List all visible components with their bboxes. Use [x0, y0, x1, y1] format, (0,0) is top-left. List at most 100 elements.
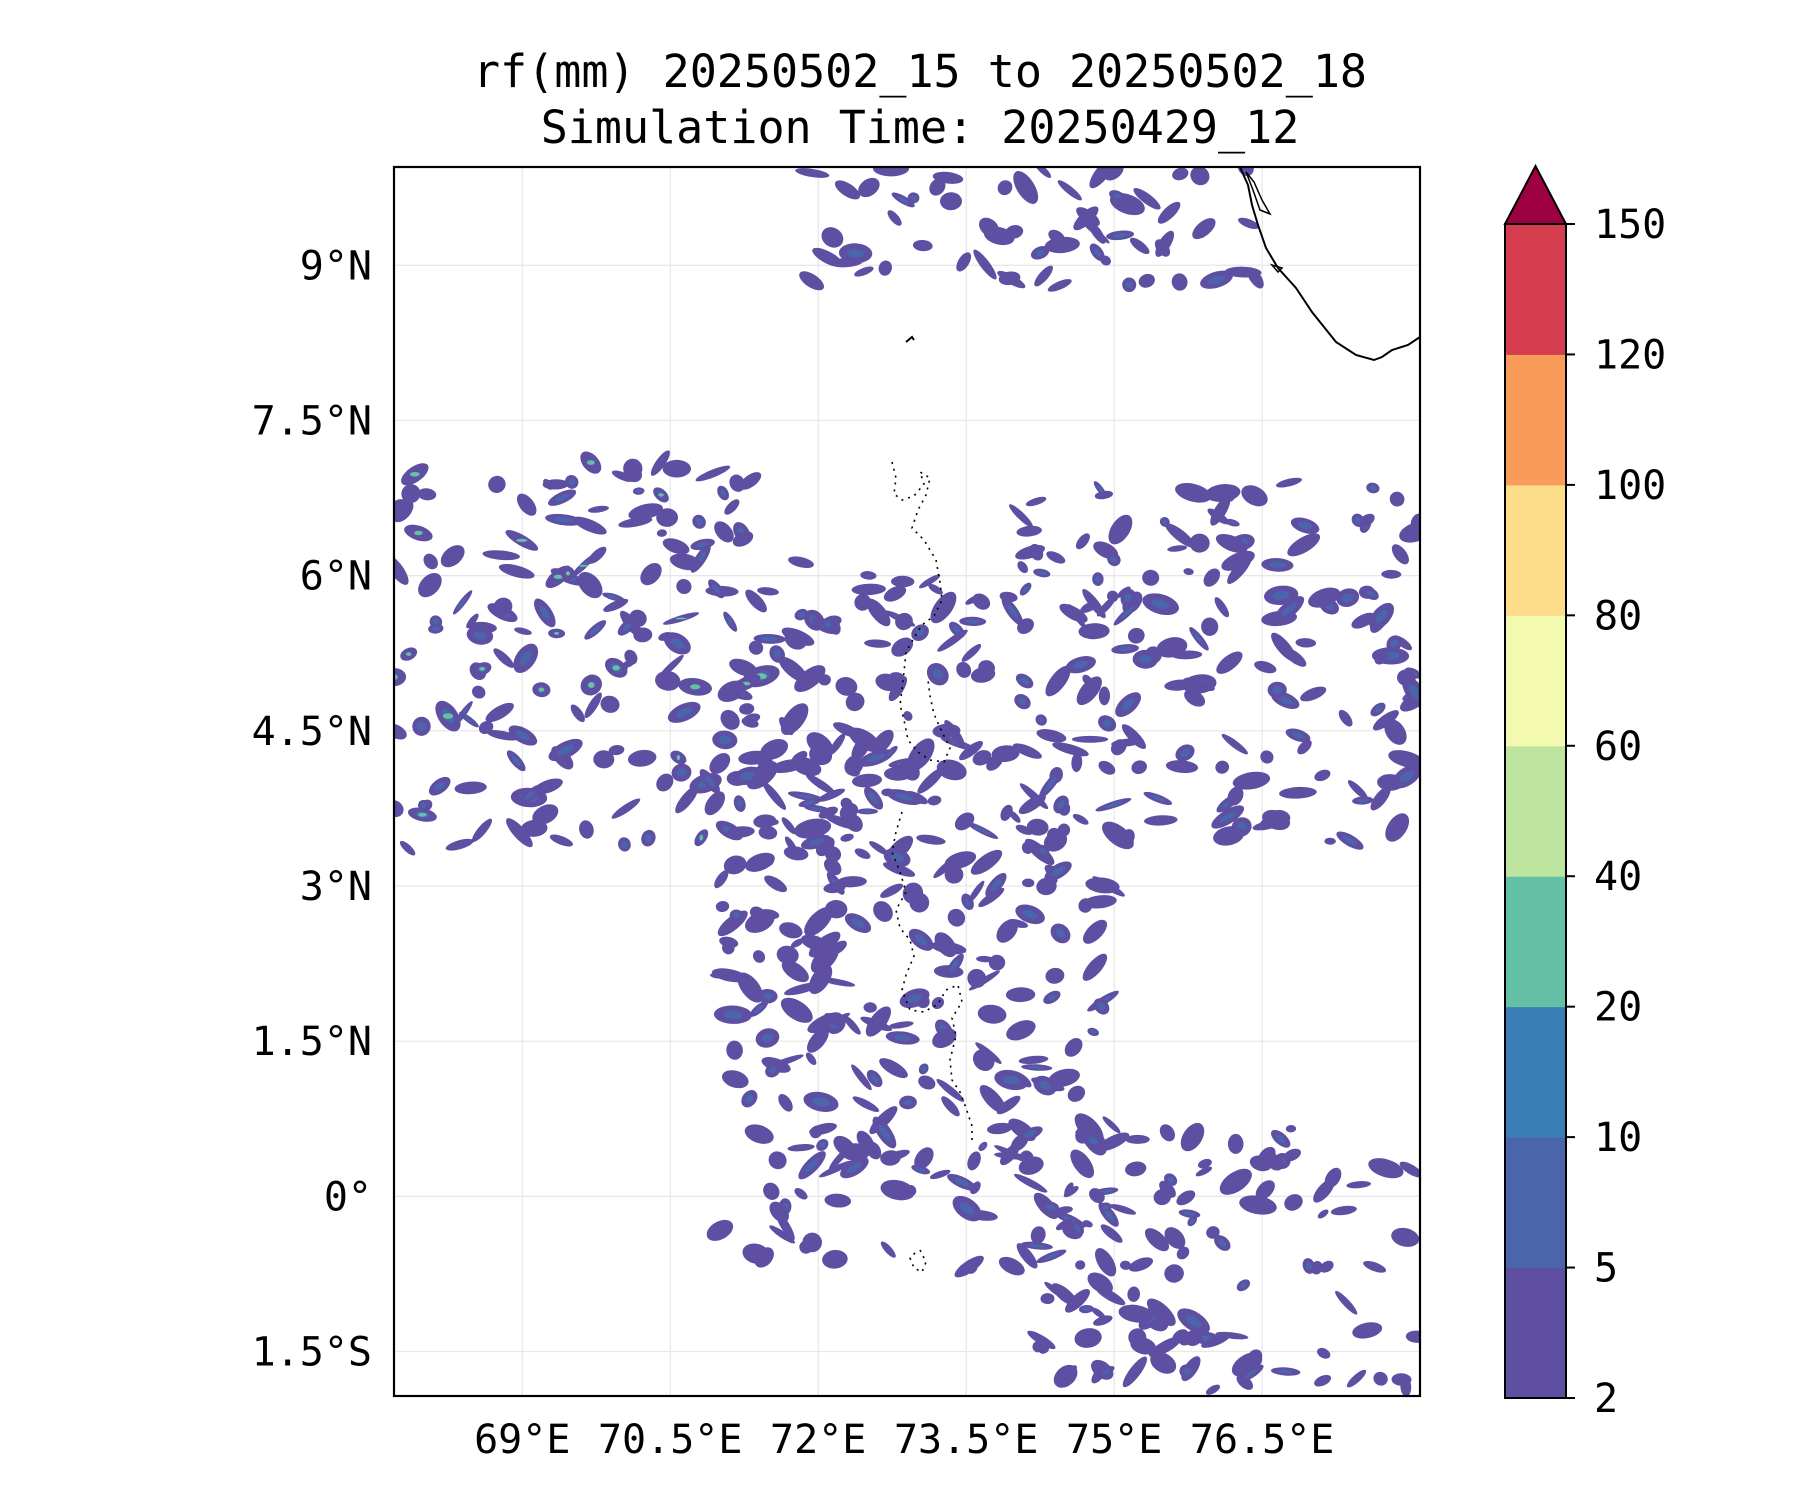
rain-cell-core: [966, 619, 980, 624]
rain-cell: [1157, 201, 1181, 224]
colorbar-label: 20: [1594, 985, 1642, 1031]
rain-cell: [1018, 1156, 1044, 1175]
rain-cell: [778, 656, 809, 683]
rain-cell-core: [910, 195, 917, 201]
rain-cell-core: [473, 631, 487, 640]
rain-cell: [627, 749, 657, 767]
rain-cell-core: [1219, 811, 1236, 823]
rain-cell-core: [704, 775, 715, 788]
rain-cell: [769, 1201, 789, 1223]
rain-cell: [739, 703, 755, 715]
rain-cell-core: [1045, 1204, 1055, 1211]
rain-cell-core: [916, 1167, 926, 1172]
rain-cell: [927, 795, 942, 806]
rain-cell: [991, 745, 1020, 762]
rain-cell: [794, 665, 826, 693]
rain-cell: [1221, 733, 1248, 755]
rain-cell: [1295, 638, 1317, 648]
rain-cell: [1005, 987, 1036, 1003]
rain-region-south-east-cluster: [1008, 1116, 1420, 1396]
colorbar-segment: [1505, 745, 1566, 877]
y-axis-ticks: 9°N 7.5°N 6°N 4.5°N 3°N 1.5°N 0° 1.5°S: [252, 243, 372, 1375]
rain-cell-core: [805, 1158, 819, 1173]
rain-cell-core: [589, 625, 601, 635]
rain-cell: [600, 695, 620, 713]
rain-cell: [1035, 167, 1052, 178]
rain-cell-core: [903, 1099, 913, 1106]
rain-cell: [1016, 1243, 1038, 1269]
rain-cell: [1374, 652, 1389, 665]
rain-cell: [1072, 813, 1089, 825]
rain-cell: [972, 1049, 995, 1072]
rain-cell: [1165, 760, 1199, 774]
rain-cell: [804, 906, 833, 937]
rain-cell: [976, 955, 993, 963]
rain-cell: [1192, 218, 1216, 240]
rain-cell: [852, 1096, 880, 1112]
rain-cell: [579, 820, 594, 839]
rain-cell: [1082, 589, 1106, 619]
rain-cell: [445, 838, 474, 851]
rain-cell: [587, 505, 609, 513]
rain-cell-core: [1244, 1369, 1258, 1378]
rain-cell: [807, 1012, 842, 1034]
rain-cell: [717, 680, 746, 703]
rain-cell-core: [723, 1010, 743, 1019]
rain-cell-core: [732, 912, 740, 918]
rain-cell: [695, 465, 731, 482]
rain-cell: [779, 922, 803, 939]
rain-cell: [800, 934, 829, 952]
rain-cell: [1131, 760, 1147, 775]
rain-cell: [944, 865, 964, 884]
rain-cell: [1260, 750, 1274, 764]
rain-cell: [968, 970, 1000, 991]
rain-cell: [979, 1085, 1006, 1114]
rain-cell: [1014, 1173, 1048, 1193]
rain-cell-core: [1278, 695, 1293, 705]
rain-cell-core: [1018, 697, 1027, 706]
rain-cell: [860, 571, 877, 580]
rain-cell: [928, 583, 943, 595]
rain-cell: [1144, 815, 1178, 826]
colorbar-labels: 2 5 10 20 40 60 80 100 120 150: [1566, 202, 1666, 1422]
rain-cell: [986, 1122, 1013, 1135]
rain-cell: [1388, 750, 1420, 769]
rain-cell: [854, 266, 874, 277]
rain-cell: [1213, 826, 1245, 846]
x-tick-label: 76.5°E: [1190, 1417, 1335, 1463]
rain-cell: [778, 1094, 793, 1112]
rain-cell: [967, 1151, 981, 1171]
rain-cell-core: [1044, 776, 1057, 792]
rain-cell-core: [754, 1004, 764, 1013]
rain-cell-core: [1102, 719, 1112, 728]
rain-cell: [936, 759, 967, 781]
rain-cell-core: [1023, 1130, 1037, 1138]
rain-cell-core: [1074, 1224, 1081, 1233]
rain-cell: [471, 818, 493, 842]
rain-cell: [872, 167, 910, 177]
rain-cell: [1197, 1158, 1212, 1169]
rain-cell: [1238, 217, 1260, 230]
rain-cell: [930, 591, 957, 624]
rain-cell: [1165, 523, 1196, 548]
y-tick-label: 1.5°N: [252, 1019, 372, 1065]
rain-cell: [1320, 1260, 1334, 1273]
rain-cell: [878, 260, 892, 276]
rain-cell: [1314, 769, 1331, 782]
rain-cell: [884, 766, 913, 781]
rain-cell: [1047, 279, 1072, 292]
rain-cell-core: [1093, 247, 1101, 257]
rain-cell: [944, 720, 965, 748]
rain-cell: [729, 474, 745, 492]
colorbar-label: 100: [1594, 463, 1666, 509]
rain-cell: [999, 591, 1018, 603]
rain-cell: [1128, 1328, 1147, 1347]
rain-cell: [1172, 1329, 1189, 1343]
rain-region-maldives-diagonal: [706, 720, 1132, 1278]
rain-cell: [779, 717, 794, 736]
rain-cell: [1184, 1330, 1203, 1346]
y-tick-label: 6°N: [300, 554, 372, 600]
rain-cell-core: [804, 800, 816, 805]
rain-cell-peak: [690, 684, 701, 690]
